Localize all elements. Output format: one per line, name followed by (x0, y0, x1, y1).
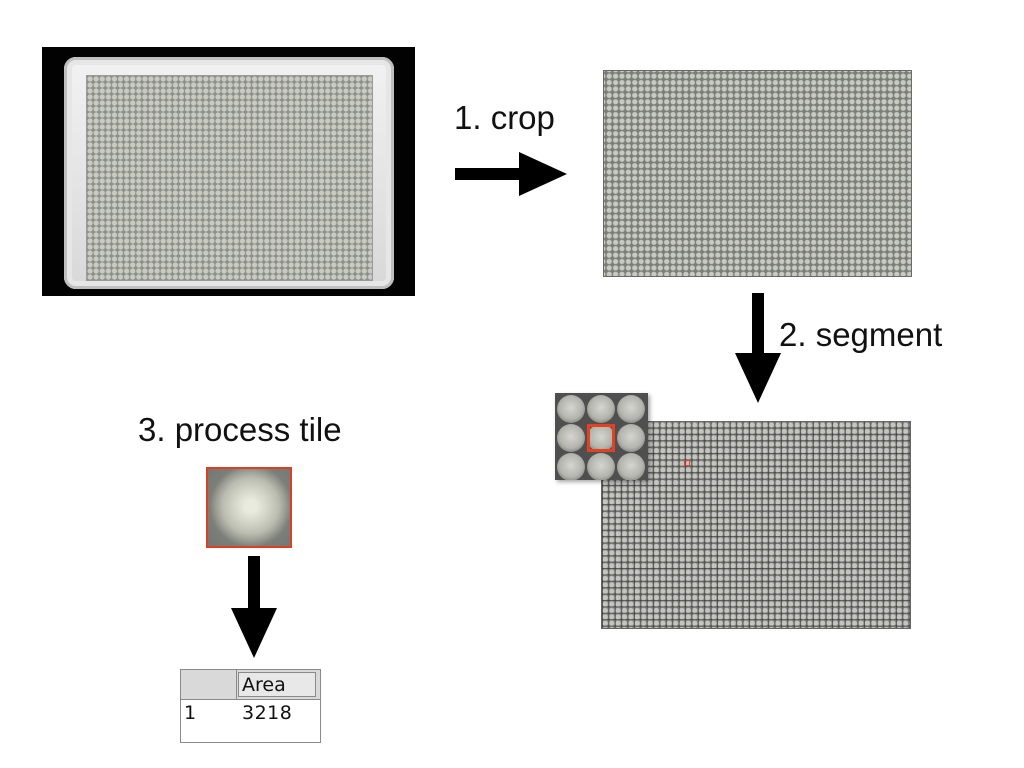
zoom-colony (617, 424, 645, 452)
crop-step-label: 1. crop (454, 99, 555, 136)
zoom-colony (557, 453, 585, 480)
zoom-colony (587, 424, 615, 452)
selected-tile-marker (684, 460, 690, 466)
table-cell-area: 3218 (242, 702, 293, 724)
segment-arrow-icon (735, 293, 781, 403)
process-arrow-icon (231, 556, 277, 658)
area-column-header: Area (238, 672, 316, 697)
zoom-colony (617, 453, 645, 480)
segmented-plate-image (601, 421, 911, 629)
results-table: Area 1 3218 (180, 669, 321, 743)
segmentation-zoom-inset (555, 393, 648, 480)
zoom-selected-tile-marker (587, 424, 615, 452)
table-header-row: Area (181, 670, 320, 700)
raw-plate-colony-grid (86, 75, 373, 281)
zoom-colony (587, 395, 615, 423)
zoom-colony (557, 395, 585, 423)
plate-lid-frame (64, 57, 394, 289)
zoom-colony (617, 395, 645, 423)
zoom-colony (557, 424, 585, 452)
crop-arrow-icon (455, 152, 567, 196)
zoom-colony (587, 453, 615, 480)
colony-tile-image (206, 467, 292, 548)
cropped-plate-image (603, 70, 912, 277)
table-header-corner (181, 670, 237, 699)
raw-plate-photo (42, 47, 415, 296)
process-tile-step-label: 3. process tile (138, 411, 342, 448)
table-row-index: 1 (184, 702, 197, 724)
segment-step-label: 2. segment (779, 316, 943, 353)
